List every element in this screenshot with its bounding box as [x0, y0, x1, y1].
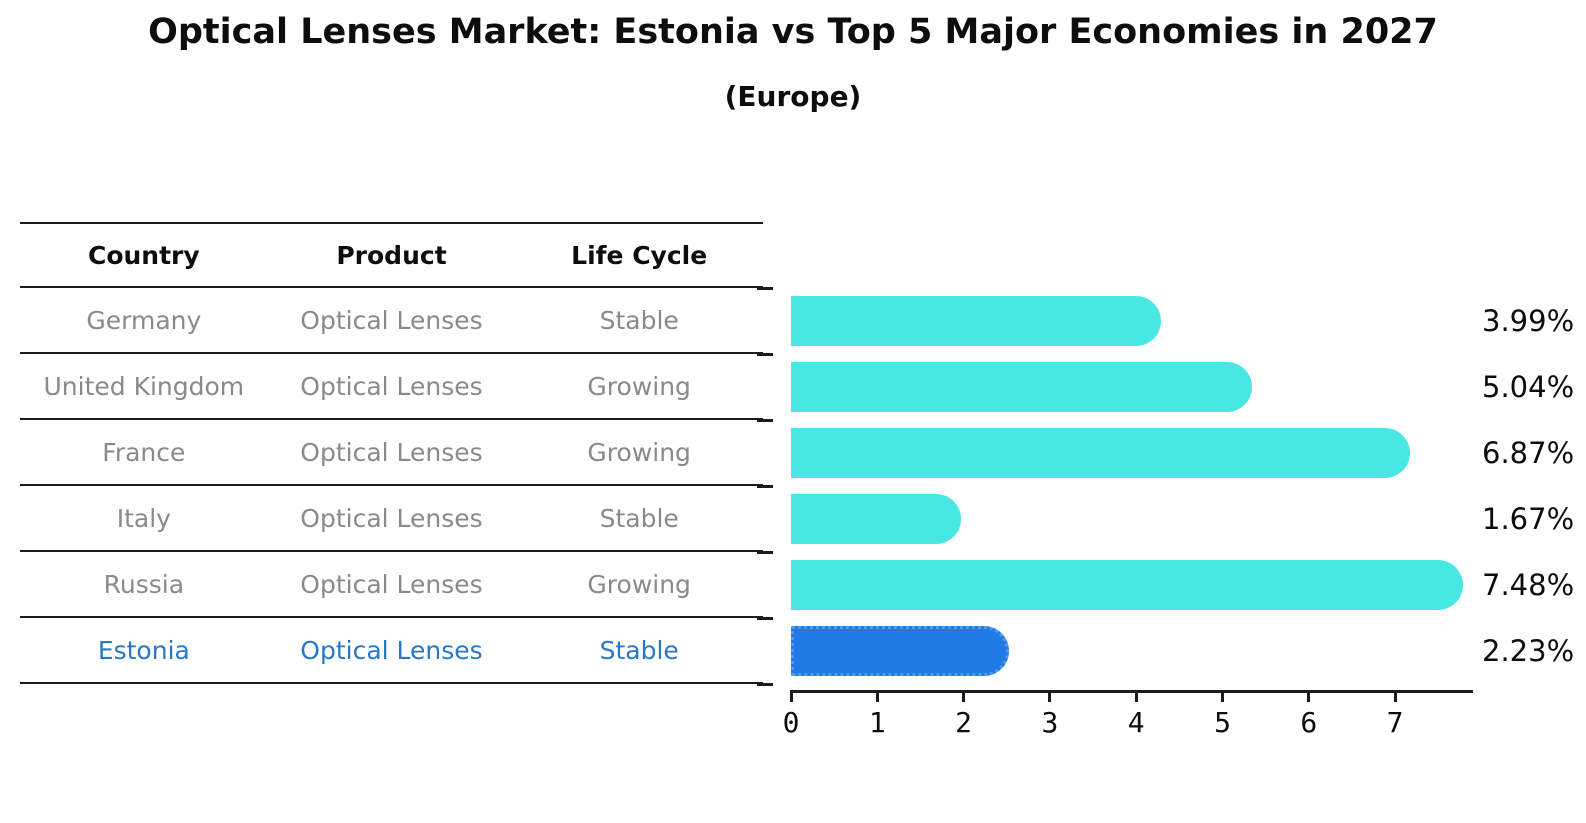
cell-product: Optical Lenses — [300, 569, 483, 599]
x-axis-tick-label: 7 — [1386, 706, 1404, 739]
table-row-france: France Optical Lenses Growing — [20, 420, 763, 486]
table-row-russia: Russia Optical Lenses Growing — [20, 552, 763, 618]
value-label: 6.87% — [1482, 436, 1575, 470]
cell-life-cycle: Stable — [599, 503, 679, 533]
y-axis-tick — [757, 682, 773, 686]
cell-product: Optical Lenses — [300, 635, 483, 665]
table-body: Germany Optical Lenses Stable United Kingdo… — [20, 288, 763, 684]
bar-russia — [791, 560, 1463, 610]
cell-country: Italy — [116, 503, 171, 533]
x-axis-tick-label: 5 — [1214, 706, 1231, 739]
x-axis-tick-label: 0 — [782, 706, 800, 739]
y-axis-tick — [757, 616, 773, 620]
y-axis-tick — [757, 418, 773, 422]
cell-life-cycle: Stable — [599, 635, 679, 665]
bar-italy — [791, 494, 961, 544]
cell-product: Optical Lenses — [300, 503, 483, 533]
cell-country: Estonia — [97, 635, 190, 665]
value-label: 7.48% — [1482, 568, 1575, 602]
x-axis-tick-label: 2 — [955, 706, 973, 739]
x-axis-tick-label: 1 — [868, 706, 886, 739]
x-axis-tick — [1393, 693, 1397, 702]
table-header-row: Country Product Life Cycle — [20, 222, 763, 288]
y-axis-tick — [757, 286, 773, 290]
cell-life-cycle: Growing — [587, 437, 691, 467]
cell-product: Optical Lenses — [300, 371, 483, 401]
value-label: 5.04% — [1482, 370, 1575, 404]
table-row-germany: Germany Optical Lenses Stable — [20, 288, 763, 354]
x-axis-line — [790, 690, 1473, 693]
cell-country: Germany — [86, 305, 202, 335]
value-label: 3.99% — [1482, 304, 1575, 338]
y-axis-tick — [757, 484, 773, 488]
table-row-united-kingdom: United Kingdom Optical Lenses Growing — [20, 354, 763, 420]
column-header-life-cycle: Life Cycle — [571, 240, 708, 270]
cell-life-cycle: Growing — [587, 569, 691, 599]
x-axis-tick-label: 3 — [1041, 706, 1059, 739]
chart-title: Optical Lenses Market: Estonia vs Top 5 … — [148, 12, 1438, 52]
bar-germany — [791, 296, 1161, 346]
chart-subtitle: (Europe) — [724, 80, 862, 113]
cell-country: Russia — [103, 569, 185, 599]
country-table: Country Product Life Cycle Germany Optica… — [20, 222, 763, 684]
table-row-italy: Italy Optical Lenses Stable — [20, 486, 763, 552]
cell-product: Optical Lenses — [300, 305, 483, 335]
table-row-estonia: Estonia Optical Lenses Stable — [20, 618, 763, 684]
x-axis-tick — [1221, 693, 1224, 702]
cell-life-cycle: Growing — [587, 371, 691, 401]
cell-country: United Kingdom — [43, 371, 245, 401]
highlighted-bar-estonia — [791, 626, 1009, 676]
y-axis-tick — [757, 352, 773, 356]
x-axis-tick — [962, 693, 966, 702]
x-axis-tick — [875, 693, 879, 702]
x-axis-tick — [1307, 693, 1311, 702]
x-axis-tick-label: 6 — [1300, 706, 1318, 739]
column-header-product: Product — [336, 240, 447, 270]
cell-life-cycle: Stable — [599, 305, 679, 335]
cell-product: Optical Lenses — [300, 437, 483, 467]
value-label: 1.67% — [1482, 502, 1575, 536]
x-axis-tick — [1134, 693, 1138, 702]
column-header-country: Country — [87, 240, 200, 270]
y-axis-tick — [757, 550, 773, 554]
cell-country: France — [102, 437, 186, 467]
x-axis-tick — [1048, 693, 1052, 702]
x-axis-tick — [789, 693, 793, 702]
bar-france — [791, 428, 1410, 478]
x-axis-tick-label: 4 — [1127, 706, 1145, 739]
bar-united-kingdom — [791, 362, 1252, 412]
value-label: 2.23% — [1482, 634, 1575, 668]
